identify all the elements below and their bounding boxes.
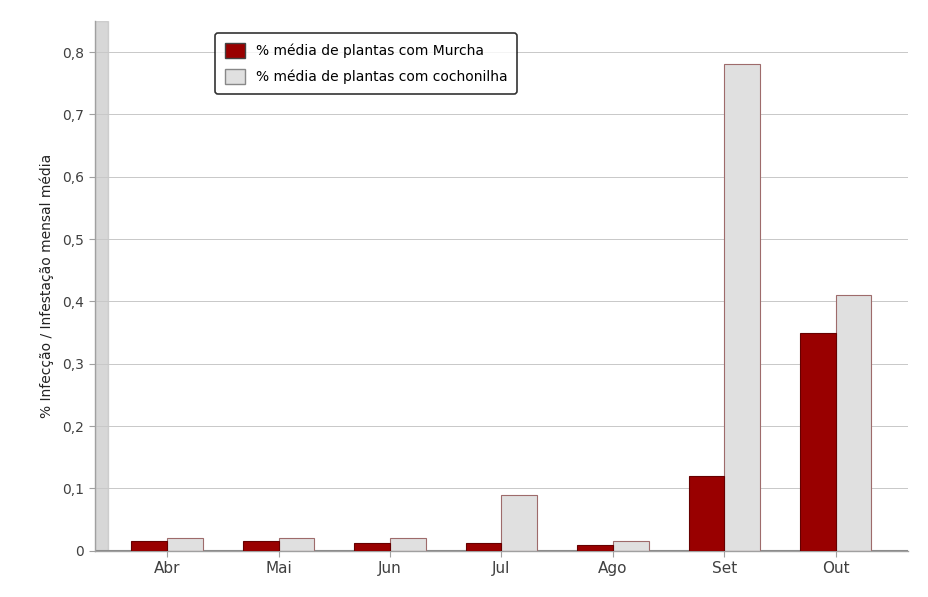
Bar [688,476,724,551]
Bar [724,64,759,551]
Bar [501,495,536,551]
Bar [354,543,390,551]
Legend: % média de plantas com Murcha, % média de plantas com cochonilha: % média de plantas com Murcha, % média d… [215,33,517,94]
Bar [167,538,202,551]
Bar [576,544,612,551]
Bar [131,541,167,551]
Bar [612,541,648,551]
Y-axis label: % Infecção / Infestação mensal média: % Infecção / Infestação mensal média [39,153,54,418]
Bar [278,538,314,551]
Bar [390,538,425,551]
Bar [242,541,278,551]
Bar [799,333,835,551]
Bar [465,543,501,551]
Bar [835,295,870,551]
